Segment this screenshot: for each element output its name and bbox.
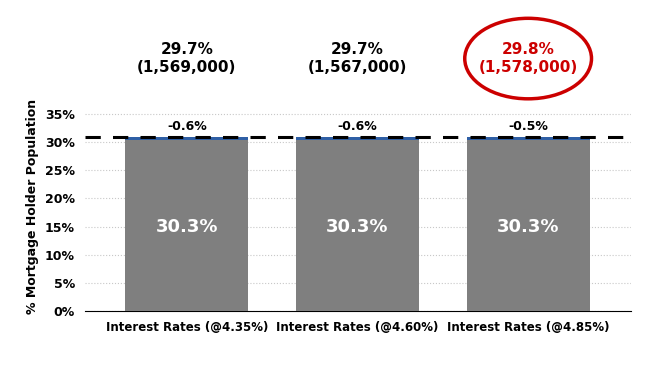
Text: -0.6%: -0.6% — [167, 120, 207, 134]
Text: 30.3%: 30.3% — [155, 217, 218, 236]
Text: -0.6%: -0.6% — [337, 120, 378, 134]
Text: 29.8%
(1,578,000): 29.8% (1,578,000) — [478, 42, 578, 75]
Text: 30.3%: 30.3% — [497, 217, 560, 236]
Bar — [125, 140, 248, 311]
Text: -0.5%: -0.5% — [508, 120, 548, 134]
Bar — [296, 137, 419, 140]
Bar — [125, 137, 248, 140]
Text: 29.7%
(1,569,000): 29.7% (1,569,000) — [137, 42, 237, 75]
Bar — [467, 138, 590, 140]
Y-axis label: % Mortgage Holder Population: % Mortgage Holder Population — [26, 99, 39, 314]
Text: 29.7%
(1,567,000): 29.7% (1,567,000) — [308, 42, 407, 75]
Bar — [467, 140, 590, 311]
Text: 30.3%: 30.3% — [326, 217, 389, 236]
Bar — [296, 140, 419, 311]
